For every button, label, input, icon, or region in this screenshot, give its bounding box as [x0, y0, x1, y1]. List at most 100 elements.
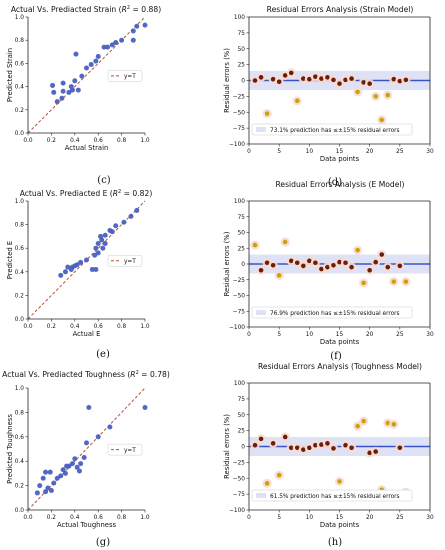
data-point [84, 257, 89, 263]
residual-point [301, 76, 306, 81]
residual-point [276, 79, 282, 85]
x-tick-label: 0.0 [23, 138, 33, 144]
x-axis-label: Data points [320, 155, 360, 163]
data-point [113, 223, 119, 229]
x-tick-label: 15 [336, 149, 344, 155]
legend-box [107, 443, 143, 456]
y-tick-label: 25 [238, 246, 246, 252]
chart-title: Actual Vs. Prediacted E (R2 = 0.82) [20, 189, 153, 198]
residual-point [403, 279, 409, 284]
residual-point [361, 418, 366, 424]
x-tick-label: 0.8 [117, 324, 127, 330]
strain-scatter: Actual Vs. Prediacted Strain (R2 = 0.88)… [6, 5, 161, 186]
panel-label: (d) [328, 177, 342, 188]
x-tick-label: 0.6 [94, 138, 104, 144]
residual-point [373, 259, 379, 265]
toughness-scatter: Actual Vs. Prediacted Toughness (R2 = 0.… [2, 370, 170, 548]
y-tick-label: −25 [233, 278, 246, 284]
y-axis-label: Predicted E [6, 241, 14, 279]
residual-point [379, 252, 385, 257]
residual-point [252, 78, 258, 83]
residual-point [349, 76, 354, 81]
data-point [88, 62, 94, 68]
data-point [45, 485, 51, 491]
y-tick-label: 0.0 [15, 317, 25, 323]
residual-point [264, 111, 270, 116]
residual-point [397, 263, 403, 269]
residual-point [331, 262, 336, 268]
data-point [54, 475, 60, 481]
residual-point [288, 258, 294, 264]
x-tick-label: 0.2 [47, 515, 57, 521]
x-tick-label: 30 [426, 149, 434, 155]
data-point [60, 88, 66, 94]
y-tick-label: 0.2 [15, 108, 25, 114]
data-point [84, 65, 89, 71]
data-point [78, 259, 84, 265]
residual-point [258, 75, 264, 80]
legend-box [251, 306, 413, 319]
data-point [51, 89, 57, 95]
x-tick-label: 20 [366, 515, 374, 521]
panel-label: (e) [96, 349, 110, 360]
chart-title: Actual Vs. Prediacted Toughness (R2 = 0.… [2, 370, 170, 379]
y-axis-label: Residual errors (%) [223, 414, 231, 479]
data-point [47, 469, 53, 475]
data-point [119, 37, 125, 43]
data-point [84, 440, 89, 446]
data-point [121, 219, 127, 225]
legend-label: y=T [124, 74, 136, 80]
y-tick-label: 0.2 [15, 293, 25, 299]
residual-point [270, 76, 276, 82]
residual-point [325, 75, 330, 80]
data-point [130, 28, 136, 34]
y-tick-label: 50 [238, 47, 246, 53]
data-point [93, 266, 99, 272]
data-point [69, 461, 75, 467]
y-tick-label: −50 [233, 476, 246, 482]
data-point [107, 424, 113, 430]
residual-point [397, 78, 403, 84]
data-point [37, 483, 43, 489]
x-tick-label: 5 [277, 332, 281, 338]
residual-point [319, 442, 324, 447]
residual-point [252, 442, 258, 448]
residual-point [331, 446, 336, 451]
data-point [72, 456, 78, 462]
residual-point [391, 76, 397, 82]
y-tick-label: −75 [233, 126, 246, 132]
x-tick-label: 20 [366, 149, 374, 155]
y-tick-label: −25 [233, 94, 246, 100]
y-tick-label: 1.0 [15, 15, 25, 21]
residual-point [391, 421, 397, 427]
legend-box [251, 489, 413, 502]
residual-point [373, 94, 379, 99]
x-tick-label: 15 [336, 515, 344, 521]
data-point [50, 82, 56, 88]
y-tick-label: −50 [233, 110, 246, 116]
residual-point [337, 259, 342, 265]
data-point [100, 245, 106, 251]
data-point [95, 240, 101, 246]
residual-point [313, 260, 318, 266]
residual-point [367, 81, 372, 86]
panel-label: (h) [328, 537, 342, 548]
residual-point [337, 479, 342, 484]
reference-line [27, 16, 146, 134]
residual-point [319, 266, 324, 272]
y-tick-label: 0.0 [15, 508, 25, 514]
strain-residuals: Residual Errors Analysis (Strain Model) 0… [223, 5, 434, 188]
data-point [93, 58, 99, 64]
x-axis-label: Data points [320, 338, 360, 346]
x-tick-label: 25 [396, 149, 404, 155]
data-point [48, 487, 54, 493]
residual-point [276, 472, 282, 478]
residual-point [294, 98, 300, 104]
data-point [92, 252, 98, 258]
residual-point [270, 441, 276, 446]
x-tick-label: 1.0 [140, 515, 150, 521]
data-point [59, 95, 65, 101]
residual-point [294, 260, 300, 266]
x-axis-label: Data points [320, 521, 360, 529]
